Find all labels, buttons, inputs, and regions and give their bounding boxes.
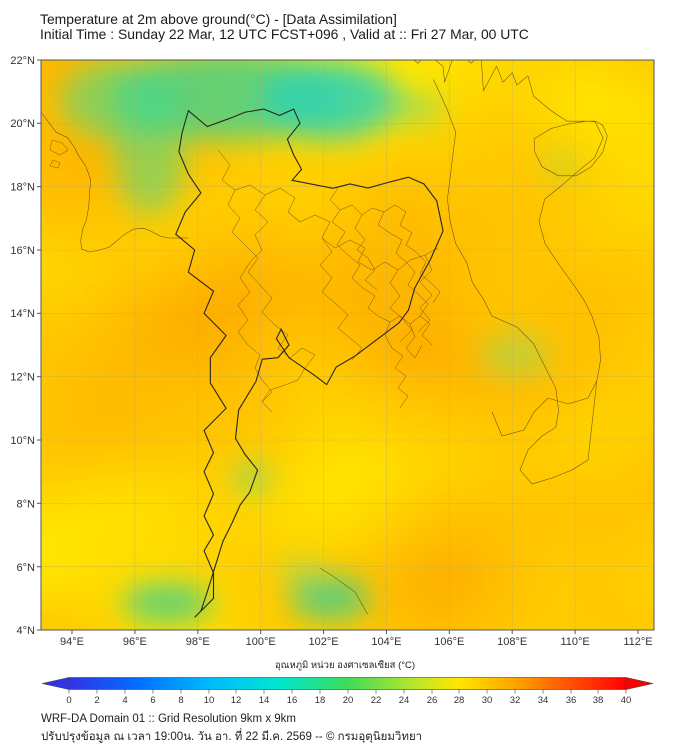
svg-text:104°E: 104°E <box>371 636 401 648</box>
svg-text:108°E: 108°E <box>497 636 527 648</box>
svg-text:14°N: 14°N <box>10 308 35 320</box>
svg-text:112°E: 112°E <box>623 636 652 648</box>
svg-text:38: 38 <box>593 695 604 706</box>
svg-text:6°N: 6°N <box>17 562 36 574</box>
svg-text:18°N: 18°N <box>10 182 35 194</box>
svg-text:8: 8 <box>178 695 183 706</box>
svg-text:12°N: 12°N <box>10 372 35 384</box>
svg-text:110°E: 110°E <box>560 636 589 648</box>
svg-text:ปรับปรุงข้อมูล ณ เวลา 19:00น.: ปรับปรุงข้อมูล ณ เวลา 19:00น. วัน อา. ที… <box>41 728 422 743</box>
svg-text:24: 24 <box>399 695 410 706</box>
svg-text:100°E: 100°E <box>246 636 276 648</box>
svg-text:22: 22 <box>371 695 382 706</box>
svg-text:อุณหภูมิ หน่วย องศาเซลเซียส (°: อุณหภูมิ หน่วย องศาเซลเซียส (°C) <box>275 659 415 671</box>
svg-text:28: 28 <box>454 695 465 706</box>
svg-text:14: 14 <box>259 695 270 706</box>
svg-text:22°N: 22°N <box>10 55 35 67</box>
svg-text:10°N: 10°N <box>10 435 35 447</box>
svg-text:36: 36 <box>566 695 577 706</box>
svg-text:20°N: 20°N <box>10 118 35 130</box>
svg-text:12: 12 <box>231 695 242 706</box>
svg-text:8°N: 8°N <box>17 499 36 511</box>
svg-text:4: 4 <box>122 695 127 706</box>
svg-text:98°E: 98°E <box>186 636 210 648</box>
svg-text:18: 18 <box>315 695 326 706</box>
svg-text:16°N: 16°N <box>10 245 35 257</box>
svg-text:6: 6 <box>150 695 155 706</box>
svg-text:4°N: 4°N <box>17 625 36 637</box>
svg-text:WRF-DA Domain 01 :: Grid Resol: WRF-DA Domain 01 :: Grid Resolution 9km … <box>41 713 296 725</box>
svg-text:20: 20 <box>343 695 354 706</box>
svg-text:16: 16 <box>287 695 298 706</box>
svg-text:26: 26 <box>427 695 438 706</box>
svg-text:102°E: 102°E <box>309 636 339 648</box>
svg-text:96°E: 96°E <box>123 636 147 648</box>
svg-text:2: 2 <box>94 695 99 706</box>
svg-text:10: 10 <box>204 695 215 706</box>
svg-text:106°E: 106°E <box>434 636 464 648</box>
svg-text:34: 34 <box>538 695 549 706</box>
svg-text:0: 0 <box>66 695 71 706</box>
svg-text:94°E: 94°E <box>60 636 84 648</box>
svg-text:40: 40 <box>621 695 632 706</box>
svg-text:32: 32 <box>510 695 521 706</box>
svg-text:30: 30 <box>482 695 493 706</box>
